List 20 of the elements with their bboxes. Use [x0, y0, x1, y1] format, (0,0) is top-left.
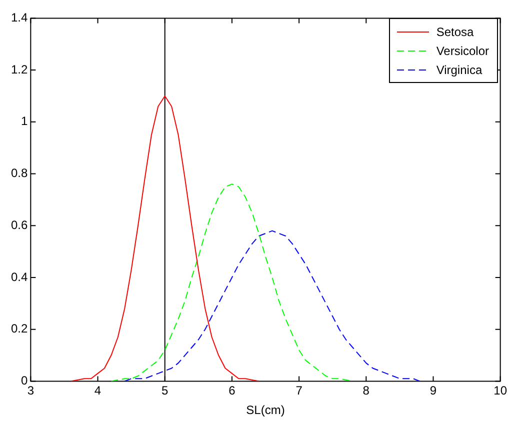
y-tick-label: 0.4 — [10, 270, 28, 284]
legend-label: Virginica — [436, 62, 482, 76]
y-tick-label: 1.4 — [10, 10, 28, 25]
x-tick-label: 7 — [296, 384, 303, 398]
x-tick-label: 10 — [494, 384, 508, 398]
x-tick-label: 5 — [162, 384, 169, 398]
y-tick-label: 1 — [20, 114, 28, 128]
y-tick-label: 0.6 — [10, 218, 28, 232]
x-tick-label: 4 — [94, 384, 102, 398]
y-tick-label: 0.8 — [10, 166, 28, 180]
legend-label: Versicolor — [436, 44, 489, 58]
y-tick-label: 0 — [20, 374, 28, 388]
x-tick-label: 8 — [362, 384, 370, 398]
x-tick-label: 9 — [430, 384, 437, 398]
legend-label: Setosa — [436, 24, 474, 38]
x-tick-label: 6 — [228, 384, 236, 398]
x-axis-title: SL(cm) — [246, 403, 285, 418]
y-tick-label: 0.2 — [10, 322, 28, 336]
y-tick-label: 1.2 — [10, 62, 28, 76]
x-tick-label: 3 — [27, 384, 34, 398]
